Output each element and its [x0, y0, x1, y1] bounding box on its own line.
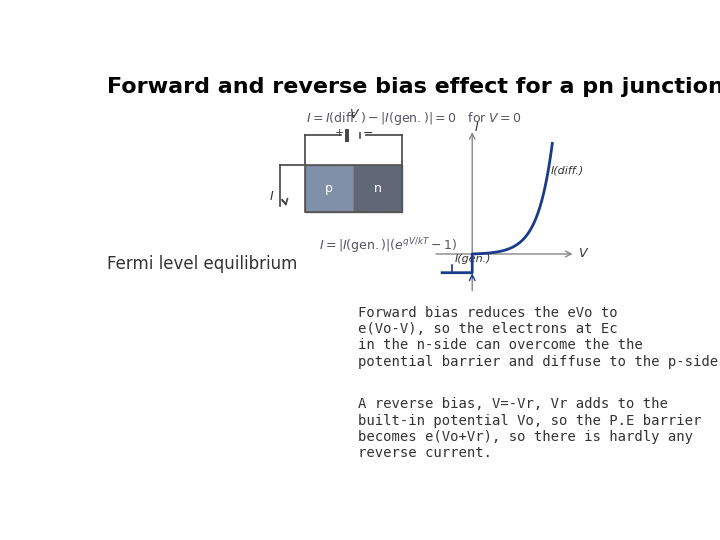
Bar: [305, 165, 402, 212]
Text: I: I: [475, 120, 479, 134]
Bar: [305, 165, 354, 212]
Text: p: p: [325, 182, 333, 195]
Text: −: −: [362, 126, 373, 139]
Text: V: V: [349, 108, 358, 121]
Bar: [354, 165, 402, 212]
Text: +: +: [335, 128, 344, 138]
Text: V: V: [578, 247, 587, 260]
Text: I(gen.): I(gen.): [455, 254, 492, 264]
Text: I(diff.): I(diff.): [550, 165, 584, 175]
Text: $I = |I(\mathrm{gen.})|(e^{qV/kT} - 1)$: $I = |I(\mathrm{gen.})|(e^{qV/kT} - 1)$: [320, 236, 458, 255]
Text: n: n: [374, 182, 382, 195]
Text: $I = I(\mathrm{diff.}) - |I(\mathrm{gen.})| = 0 \quad \mathrm{for}\ V = 0$: $I = I(\mathrm{diff.}) - |I(\mathrm{gen.…: [306, 110, 521, 127]
Text: A reverse bias, V=-Vr, Vr adds to the
built-in potential Vo, so the P.E barrier
: A reverse bias, V=-Vr, Vr adds to the bu…: [358, 397, 701, 460]
Text: Forward and reverse bias effect for a pn junction: Forward and reverse bias effect for a pn…: [107, 77, 720, 97]
Text: Fermi level equilibrium: Fermi level equilibrium: [107, 255, 297, 273]
Text: I: I: [269, 190, 273, 203]
Text: Forward bias reduces the eVo to
e(Vo-V), so the electrons at Ec
in the n-side ca: Forward bias reduces the eVo to e(Vo-V),…: [358, 306, 718, 369]
